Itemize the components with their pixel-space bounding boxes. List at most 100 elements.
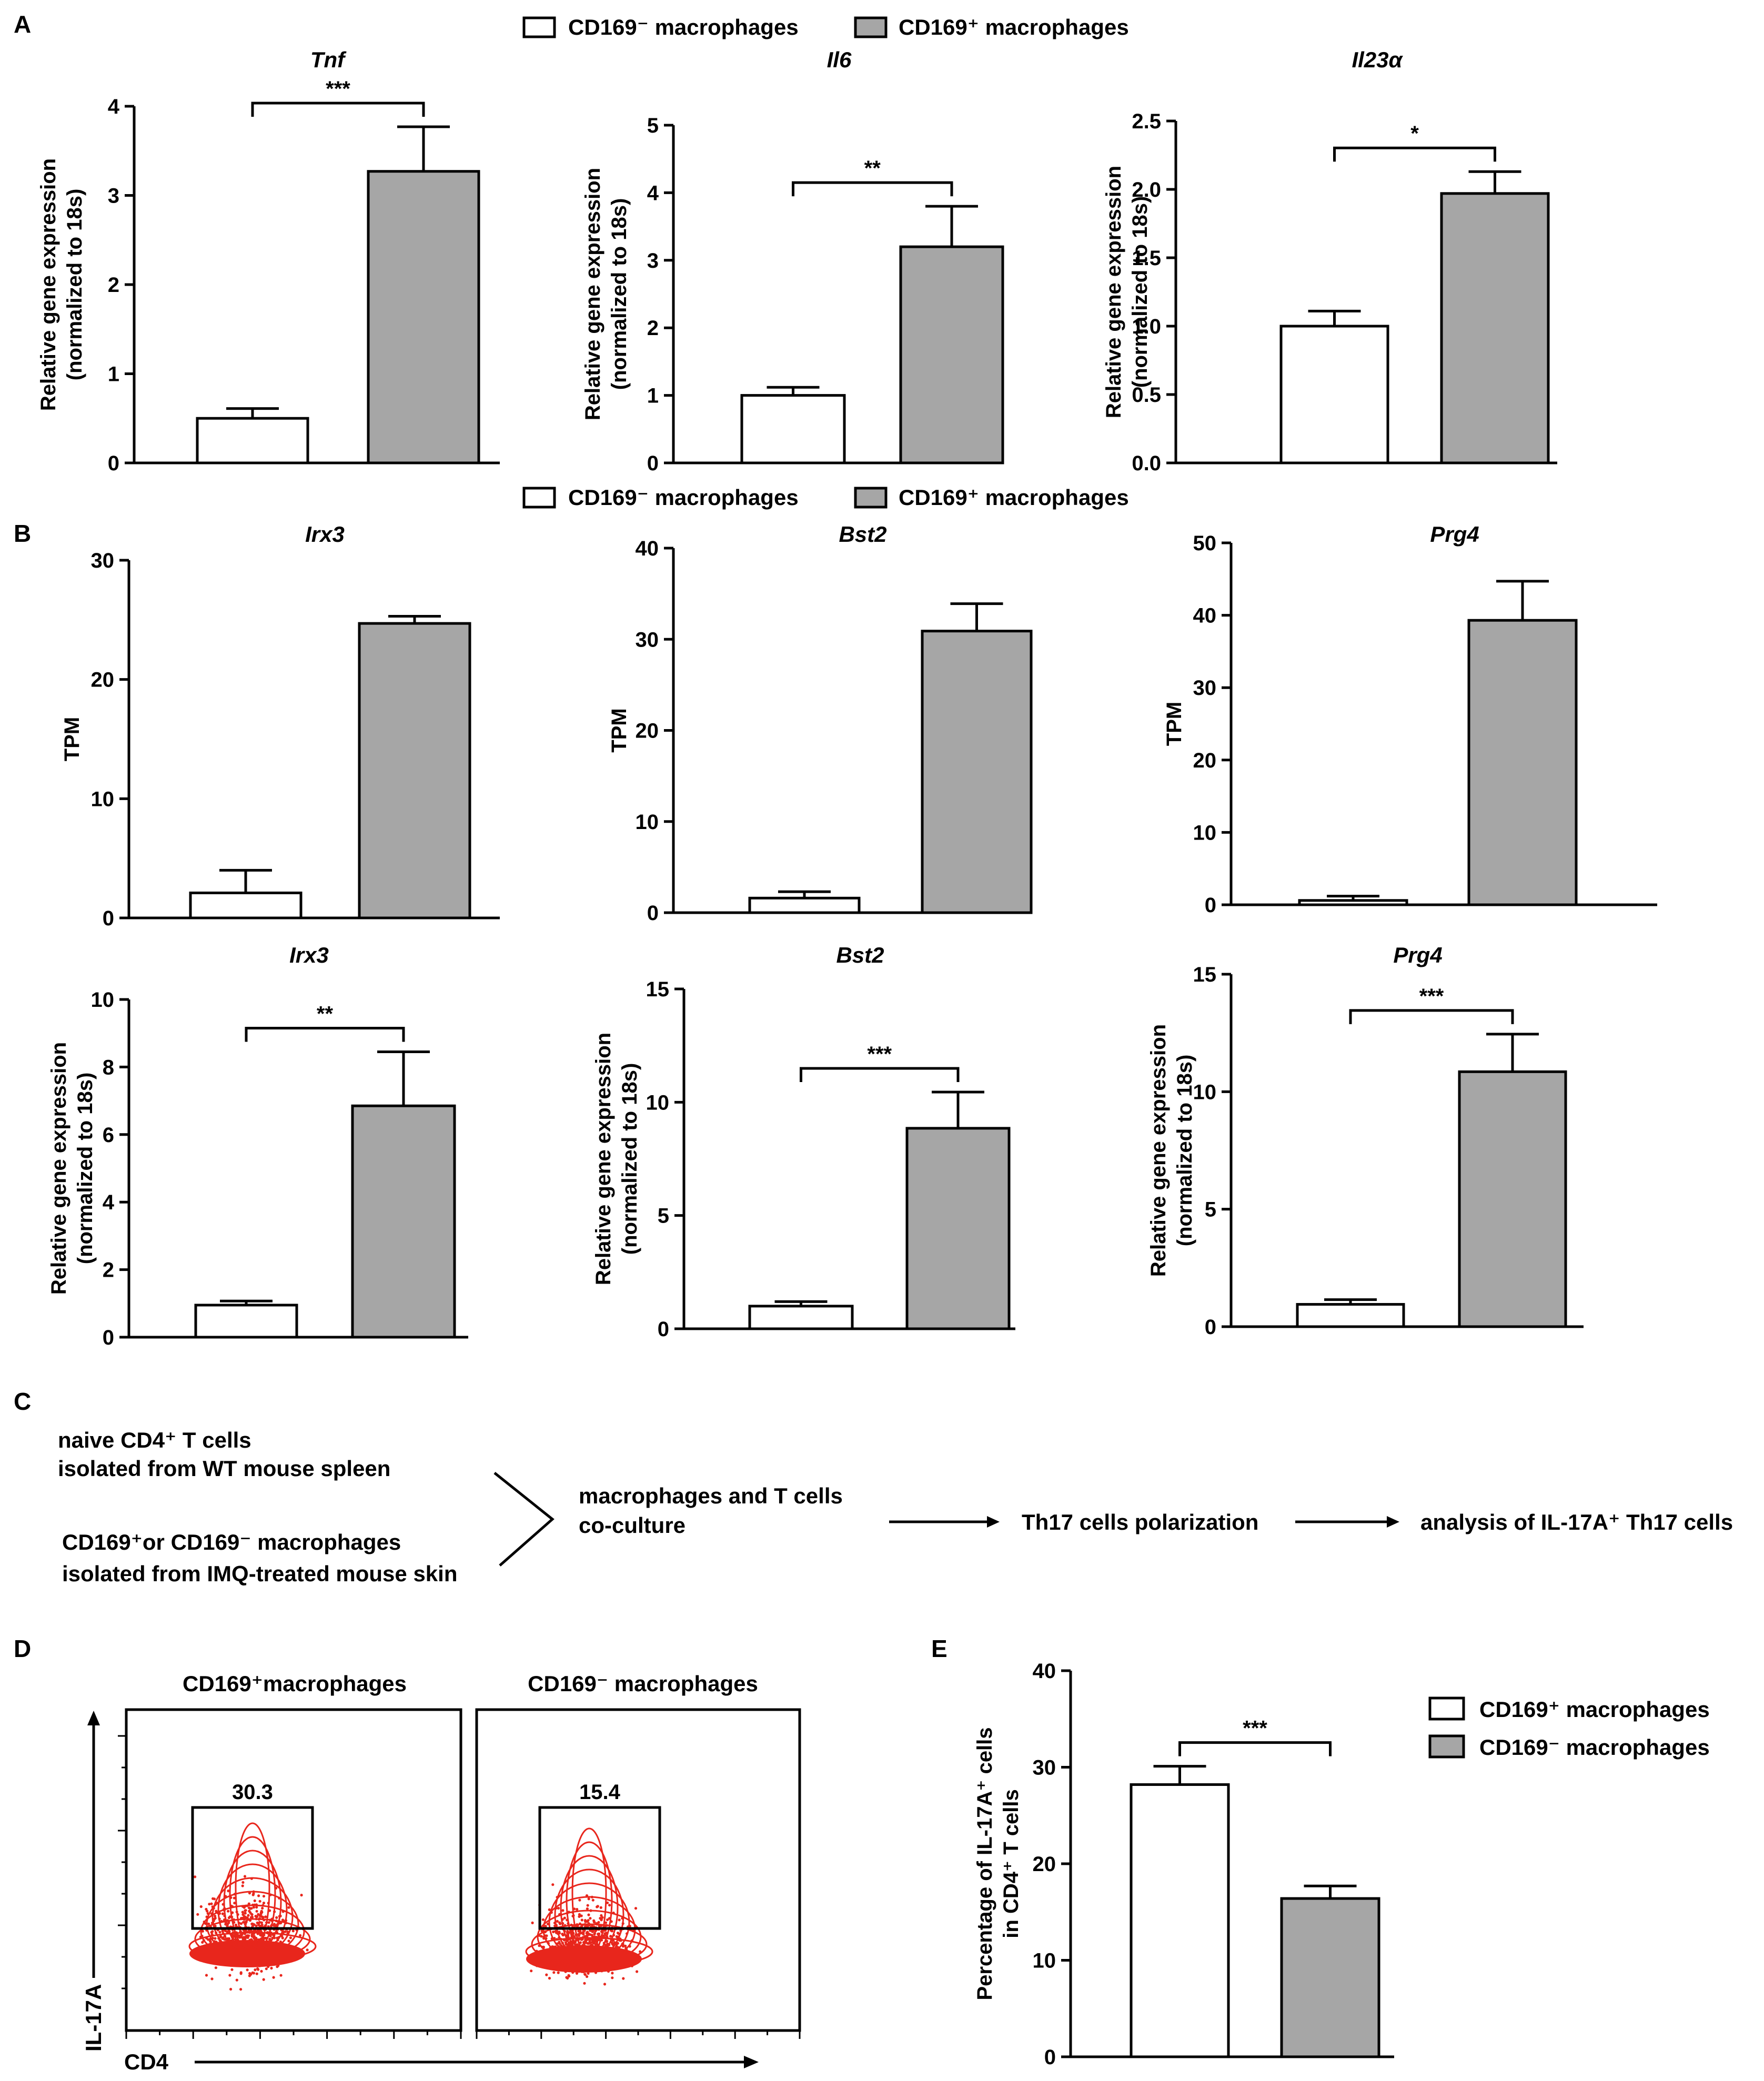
event-dot <box>597 1933 600 1936</box>
event-dot <box>248 1974 251 1977</box>
chart-title: Prg4 <box>1430 522 1479 547</box>
bar <box>358 622 471 920</box>
event-dot <box>268 1937 271 1941</box>
event-dot <box>541 1918 545 1921</box>
event-dot <box>247 1914 250 1917</box>
legend-b-swatch-neg <box>522 487 556 509</box>
event-dot <box>230 1968 234 1971</box>
y-tick-label: 5 <box>1205 1198 1216 1221</box>
bar <box>1467 619 1578 906</box>
flow-plot-1-gate <box>191 1806 314 1930</box>
flow-c-coculture-line2: co-culture <box>579 1513 686 1538</box>
bar <box>1130 1783 1230 2058</box>
chart-il6: 0 1 2 3 4 5 Il6 Relative gene expression (normal… <box>581 47 1004 475</box>
event-dot <box>609 1935 612 1938</box>
event-dot <box>579 1941 582 1944</box>
event-dot <box>616 1932 620 1935</box>
event-dot <box>201 1930 204 1933</box>
y-tick-label: 0.0 <box>1132 452 1161 475</box>
event-dot <box>593 1942 596 1945</box>
event-dot <box>264 1915 267 1918</box>
y-tick-label: 1.0 <box>1132 315 1161 338</box>
significance-bracket <box>1333 146 1496 162</box>
event-dot <box>586 1975 589 1978</box>
event-dot <box>548 1908 551 1911</box>
flow-y-axis-label: IL-17A <box>81 1984 106 2052</box>
event-dot <box>606 1918 609 1922</box>
y-axis-label: Relative gene expression <box>1147 1024 1170 1277</box>
event-dot <box>272 1976 275 1979</box>
flow-plot-2-gate <box>538 1806 661 1930</box>
y-axis-label: Relative gene expression <box>592 1033 615 1285</box>
flow-diagram-c: naive CD4⁺ T cells isolated from WT mous… <box>58 1428 1733 1586</box>
flow-plot-1-events <box>188 1822 317 1991</box>
y-tick-label: 1 <box>108 363 119 386</box>
flow-x-arrowhead <box>744 2056 759 2068</box>
event-dot <box>260 1969 263 1973</box>
bar <box>194 1304 298 1339</box>
event-dot <box>227 1937 230 1940</box>
event-dot <box>253 1899 256 1902</box>
y-axis-label: (normalized to 18s) <box>618 1063 641 1255</box>
bar <box>1440 192 1550 464</box>
event-dot <box>583 1973 587 1976</box>
event-dot <box>608 1904 611 1907</box>
chart-il17a-percentage: 0 10 20 30 40 Percentage of IL-17A⁺ cells in C… <box>973 1660 1394 2069</box>
y-tick-label: 0 <box>108 452 119 475</box>
event-dot <box>221 1936 225 1939</box>
y-axis-label: TPM <box>608 708 631 752</box>
event-dot <box>235 1978 238 1982</box>
event-dot <box>228 1974 231 1977</box>
panel-label-c: C <box>14 1388 31 1415</box>
event-dot <box>589 1917 592 1920</box>
flow-plot-2-title: CD169⁻ macrophages <box>528 1671 758 1696</box>
bar <box>1296 1303 1405 1328</box>
legend-b-swatch-pos <box>854 487 888 509</box>
y-tick-label: 0 <box>1044 2046 1056 2069</box>
event-dot <box>258 1900 261 1903</box>
event-dot <box>213 1917 216 1921</box>
y-tick-label: 1.5 <box>1132 247 1161 270</box>
event-dot <box>576 1908 579 1911</box>
event-dot <box>256 1929 259 1932</box>
legend-e-swatch-neg <box>1428 1734 1465 1759</box>
event-dot <box>209 1941 212 1944</box>
event-dot <box>246 1935 249 1938</box>
event-dot <box>246 1968 249 1972</box>
legend-b-label-neg: CD169⁻ macrophages <box>568 485 799 510</box>
y-tick-label: 0 <box>1205 1316 1216 1339</box>
event-dot <box>260 1923 264 1926</box>
event-dot <box>597 1921 600 1924</box>
event-dot <box>210 1902 213 1905</box>
y-axis-label: Relative gene expression <box>37 158 60 411</box>
event-dot <box>255 1924 258 1927</box>
event-dot <box>552 1930 555 1934</box>
flow-c-tcell-line1: naive CD4⁺ T cells <box>58 1428 251 1452</box>
event-dot <box>603 1983 607 1986</box>
event-dot <box>586 1907 589 1911</box>
y-tick-label: 0 <box>103 907 114 930</box>
significance-label: *** <box>1243 1717 1267 1740</box>
chart-tnf: 0 1 2 3 4 Tnf Relative gene expression (normali… <box>37 47 500 475</box>
event-dot <box>624 1944 627 1947</box>
event-dot <box>306 1948 309 1952</box>
event-dot <box>254 1968 257 1972</box>
event-dot <box>247 1902 250 1905</box>
event-dot <box>588 1940 591 1943</box>
event-dot <box>604 1921 608 1924</box>
event-dot <box>596 1905 599 1908</box>
event-dot <box>587 1933 590 1936</box>
event-dot <box>559 1922 562 1925</box>
event-dot <box>213 1897 216 1901</box>
flow-cytometry-d: CD169⁺macrophages CD169⁻ macrophages 30.… <box>81 1671 801 2074</box>
significance-label: ** <box>864 157 881 180</box>
y-tick-label: 40 <box>1193 604 1217 628</box>
event-dot <box>582 1941 586 1944</box>
legend-e-swatch-pos <box>1428 1696 1465 1721</box>
event-dot <box>583 1982 586 1985</box>
event-dot <box>252 1892 255 1895</box>
event-dot <box>259 1914 263 1917</box>
chart-prg4-relative: 0 5 10 15 Prg4 Relative gene expression (norma… <box>1147 943 1584 1339</box>
event-dot <box>291 1930 295 1933</box>
